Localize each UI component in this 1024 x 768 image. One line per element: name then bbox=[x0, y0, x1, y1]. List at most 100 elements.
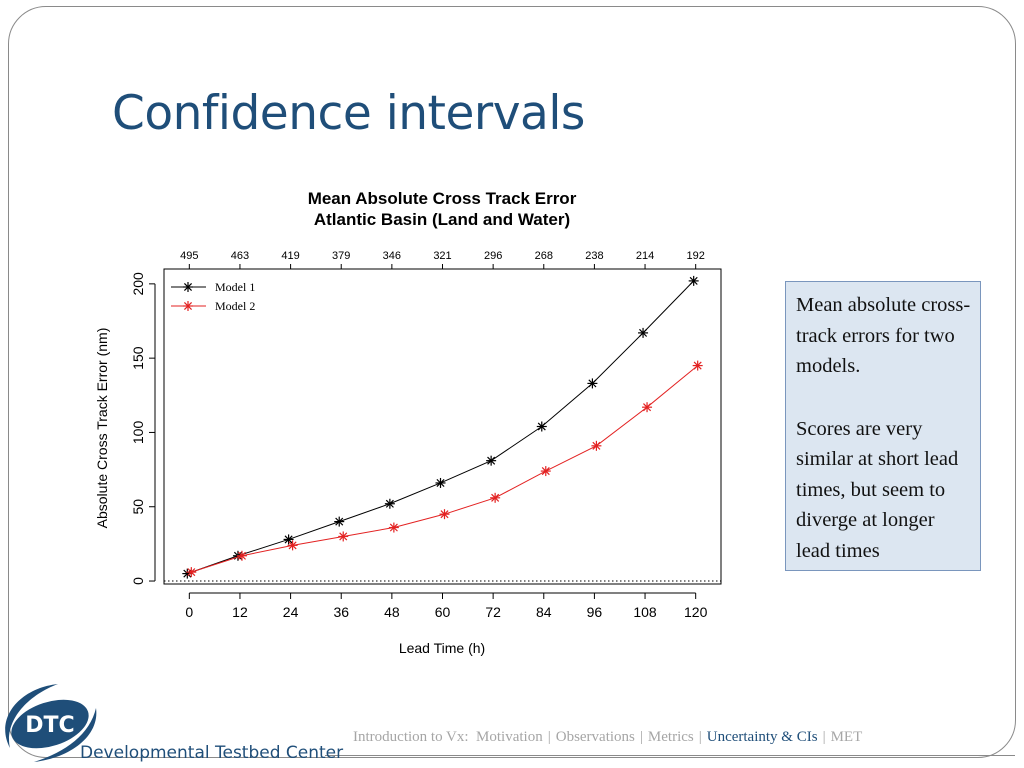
note-paragraph-1: Mean absolute cross-track errors for two… bbox=[796, 294, 971, 377]
data-point-series-1 bbox=[486, 455, 497, 466]
legend-marker-model2 bbox=[183, 301, 193, 311]
sample-count-label: 495 bbox=[180, 250, 198, 262]
x-tick-label: 0 bbox=[185, 604, 193, 620]
sample-count-label: 419 bbox=[281, 250, 299, 262]
logo-swoosh-lower-icon bbox=[34, 708, 97, 762]
marker-stroke bbox=[335, 517, 344, 526]
frame-accent-line bbox=[8, 660, 9, 690]
x-tick-label: 96 bbox=[587, 604, 603, 620]
footer-divider bbox=[325, 755, 1015, 756]
marker-stroke bbox=[183, 301, 193, 311]
footer-nav-item[interactable]: Motivation bbox=[476, 729, 543, 745]
logo-swoosh-icon bbox=[5, 684, 58, 748]
marker-stroke bbox=[237, 551, 246, 560]
footer-nav-item[interactable]: MET bbox=[830, 729, 863, 745]
y-axis: 0 50 100 150 200 bbox=[130, 272, 156, 585]
x-tick-label: 36 bbox=[333, 604, 349, 620]
data-point-series-2 bbox=[338, 531, 349, 542]
x-tick-label: 72 bbox=[485, 604, 501, 620]
footer-nav-item[interactable]: Uncertainty & CIs bbox=[706, 729, 818, 745]
logo-oval-icon bbox=[11, 699, 89, 749]
marker-stroke bbox=[339, 532, 348, 541]
legend: Model 1 Model 2 bbox=[171, 280, 255, 313]
marker-stroke bbox=[491, 493, 500, 502]
slide-title: Confidence intervals bbox=[112, 86, 585, 141]
data-point-series-2 bbox=[591, 440, 602, 451]
legend-marker-stroke-model2 bbox=[183, 301, 193, 311]
x-tick-label: 48 bbox=[384, 604, 400, 620]
marker-stroke bbox=[183, 282, 193, 292]
data-point-series-2 bbox=[642, 402, 653, 413]
x-axis: 0 12 24 36 48 60 72 84 96 108 120 bbox=[185, 592, 708, 620]
marker-stroke bbox=[440, 510, 449, 519]
series-line-1 bbox=[187, 280, 695, 575]
marker-stroke bbox=[639, 328, 648, 337]
data-point-series-2 bbox=[439, 509, 450, 520]
sample-count-label: 463 bbox=[231, 250, 249, 262]
x-tick-label: 12 bbox=[232, 604, 248, 620]
x-tick-label: 120 bbox=[684, 604, 708, 620]
data-point-series-2 bbox=[186, 567, 197, 578]
data-point-series-2 bbox=[236, 550, 247, 561]
legend-marker-model1 bbox=[183, 282, 193, 292]
data-point-series-1 bbox=[384, 498, 395, 509]
dtc-logo: DTC bbox=[5, 684, 97, 762]
footer-nav-item[interactable]: Observations bbox=[555, 729, 635, 745]
data-point-series-1 bbox=[435, 477, 446, 488]
sample-count-label: 321 bbox=[433, 250, 451, 262]
legend-marker-stroke-model1 bbox=[183, 282, 193, 292]
footer-separator: | bbox=[822, 729, 826, 745]
marker-stroke bbox=[537, 422, 546, 431]
y-axis-label: Absolute Cross Track Error (nm) bbox=[94, 328, 110, 529]
footer-nav: Introduction to Vx: Motivation | Observati… bbox=[353, 729, 862, 746]
sample-count-axis: 495 463 419 379 346 321 296 268 238 214 192 bbox=[180, 250, 705, 270]
series-line-2 bbox=[191, 365, 698, 573]
data-point-series-1 bbox=[536, 421, 547, 432]
logo-name: Developmental Testbed Center bbox=[80, 743, 344, 763]
marker-stroke bbox=[436, 478, 445, 487]
sample-count-label: 192 bbox=[687, 250, 705, 262]
data-point-series-2 bbox=[490, 492, 501, 503]
sample-count-label: 268 bbox=[535, 250, 553, 262]
x-axis-label: Lead Time (h) bbox=[399, 640, 485, 656]
footer-separator: | bbox=[639, 729, 643, 745]
series-layer bbox=[182, 275, 703, 579]
note-paragraph-2: Scores are very similar at short lead ti… bbox=[796, 417, 959, 562]
marker-stroke bbox=[284, 535, 293, 544]
data-point-series-1 bbox=[587, 378, 598, 389]
chart-subtitle: Atlantic Basin (Land and Water) bbox=[314, 210, 570, 229]
sample-count-label: 238 bbox=[585, 250, 603, 262]
marker-stroke bbox=[588, 379, 597, 388]
note-box: Mean absolute cross-track errors for two… bbox=[785, 281, 981, 571]
sample-count-label: 379 bbox=[332, 250, 350, 262]
x-tick-label: 60 bbox=[435, 604, 451, 620]
data-point-series-1 bbox=[334, 516, 345, 527]
x-tick-label: 84 bbox=[536, 604, 552, 620]
marker-stroke bbox=[689, 276, 698, 285]
data-point-series-1 bbox=[688, 275, 699, 286]
marker-stroke bbox=[592, 441, 601, 450]
data-point-series-1 bbox=[638, 327, 649, 338]
sample-count-label: 214 bbox=[636, 250, 654, 262]
marker-stroke bbox=[541, 467, 550, 476]
y-tick-label: 0 bbox=[130, 577, 146, 585]
marker-stroke bbox=[693, 361, 702, 370]
y-tick-label: 50 bbox=[130, 499, 146, 515]
x-tick-label: 108 bbox=[633, 604, 657, 620]
logo-abbrev: DTC bbox=[25, 713, 74, 738]
footer-nav-item[interactable]: Metrics bbox=[647, 729, 694, 745]
plot-frame bbox=[163, 268, 722, 585]
y-tick-label: 200 bbox=[130, 272, 146, 296]
legend-label-model2: Model 2 bbox=[215, 299, 255, 313]
chart-title: Mean Absolute Cross Track Error bbox=[308, 189, 577, 208]
marker-stroke bbox=[385, 499, 394, 508]
footer-separator: | bbox=[547, 729, 551, 745]
data-point-series-2 bbox=[540, 466, 551, 477]
data-point-series-2 bbox=[287, 540, 298, 551]
sample-count-label: 346 bbox=[383, 250, 401, 262]
cross-track-error-chart: Mean Absolute Cross Track Error Atlantic… bbox=[94, 189, 722, 656]
footer-nav-item[interactable]: Introduction to Vx: bbox=[353, 729, 469, 745]
legend-label-model1: Model 1 bbox=[215, 280, 255, 294]
y-tick-label: 100 bbox=[130, 421, 146, 445]
data-point-series-1 bbox=[283, 534, 294, 545]
